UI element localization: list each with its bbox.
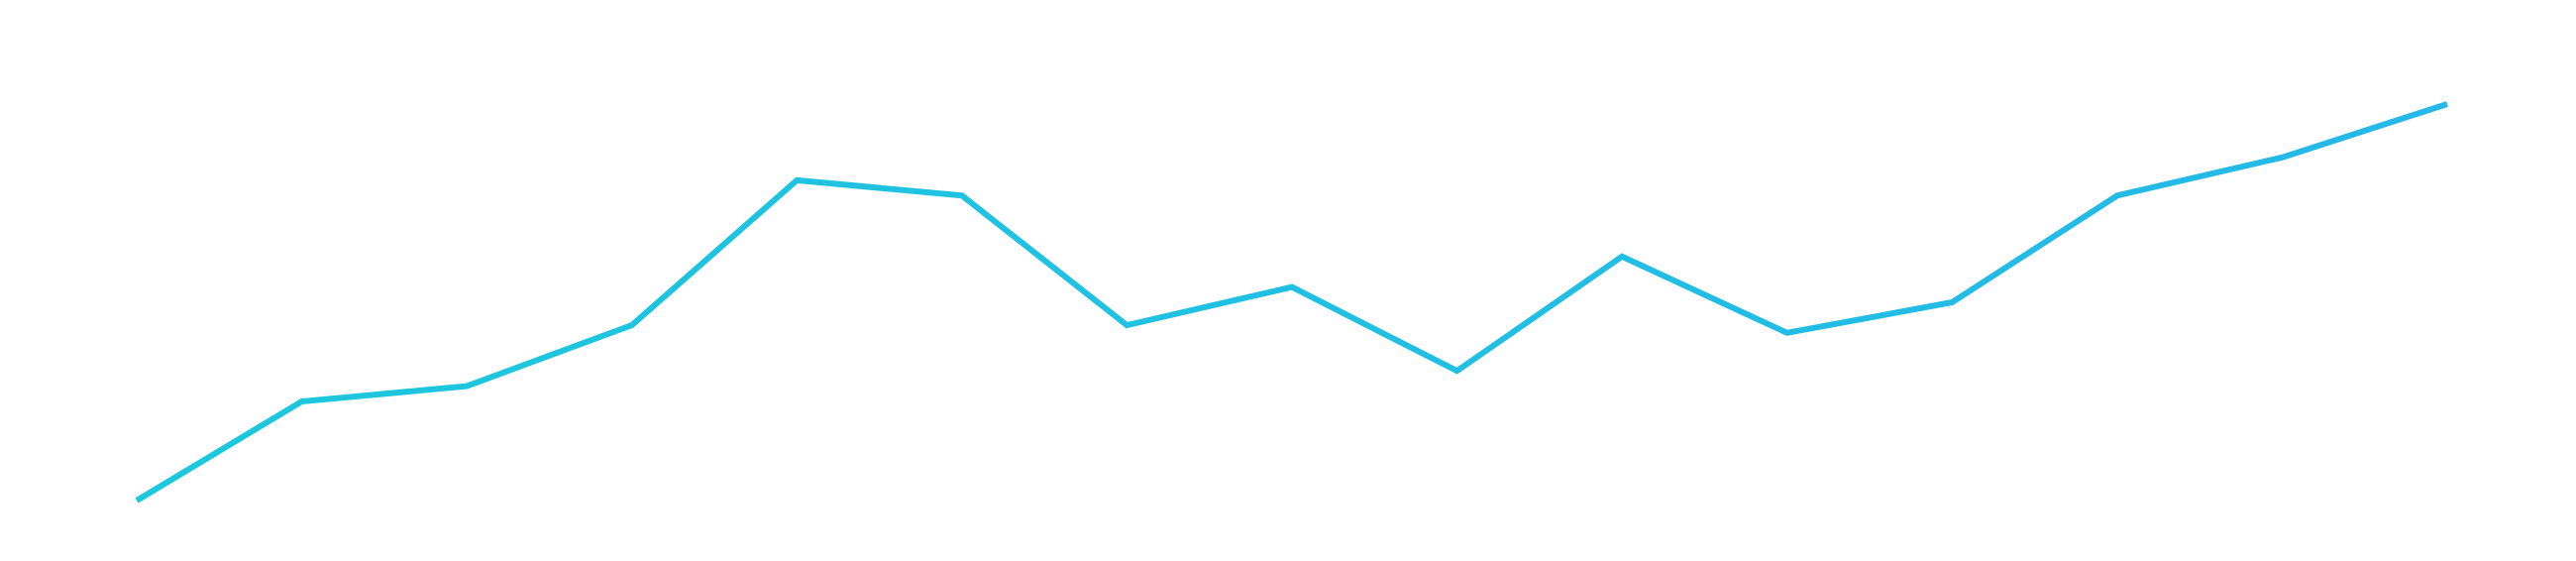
series-line bbox=[135, 101, 2448, 504]
